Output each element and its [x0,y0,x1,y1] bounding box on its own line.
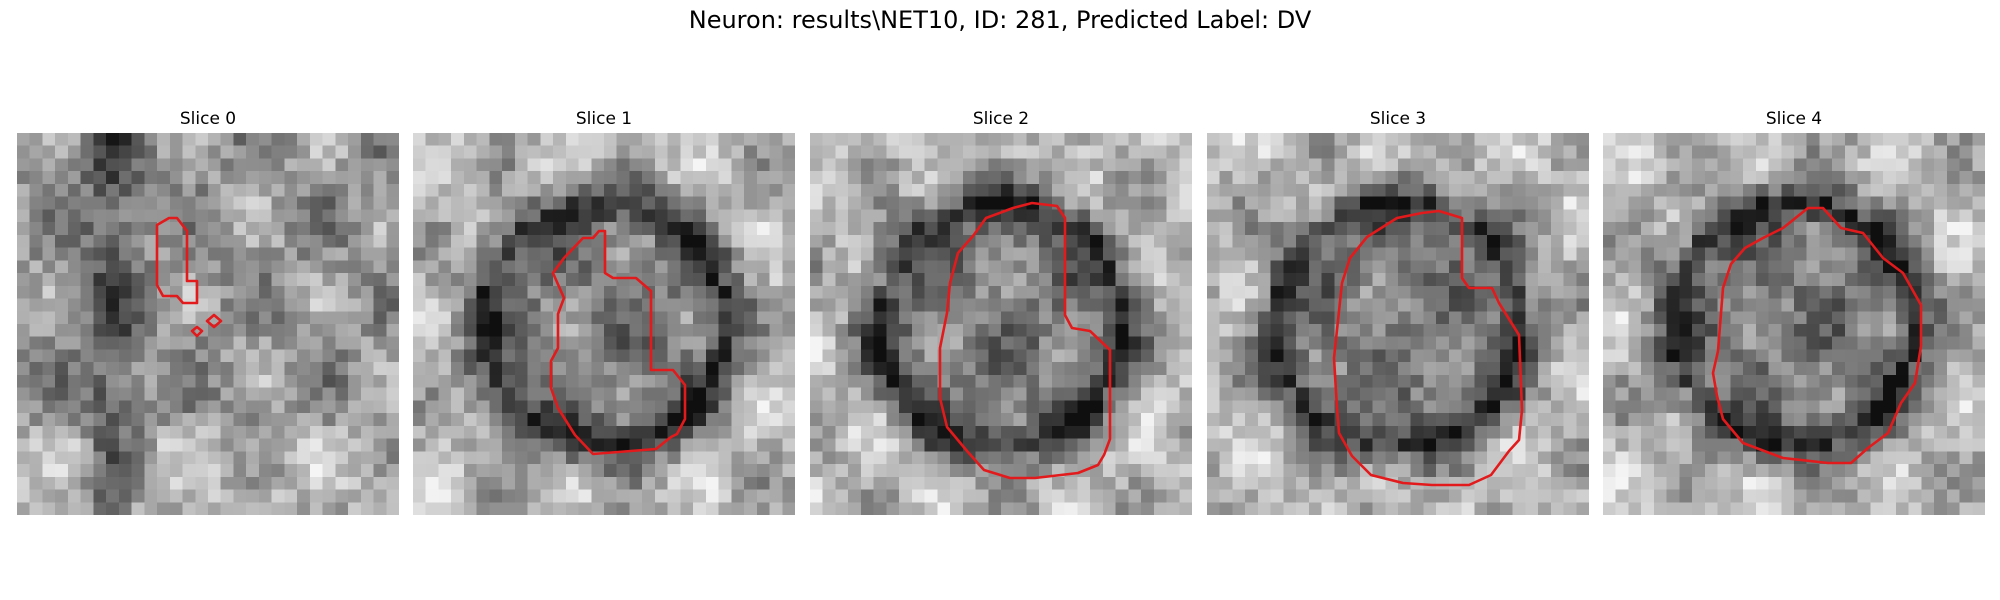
slice-panel-0 [17,133,399,515]
roi-contour-overlay [1603,133,1985,515]
slice-panel-2 [810,133,1192,515]
slice-panel-1 [413,133,795,515]
figure-title: Neuron: results\NET10, ID: 281, Predicte… [0,6,2000,34]
roi-contour-overlay [17,133,399,515]
roi-contour [207,315,221,327]
roi-contour-overlay [413,133,795,515]
roi-contour [940,203,1110,478]
roi-contour [1713,208,1921,463]
slice-title: Slice 2 [810,109,1192,129]
slice-panel-4 [1603,133,1985,515]
roi-contour-overlay [810,133,1192,515]
roi-contour [1334,211,1522,485]
roi-contour [157,218,197,303]
slice-title: Slice 1 [413,109,795,129]
slice-panel-3 [1207,133,1589,515]
slice-title: Slice 3 [1207,109,1589,129]
slice-title: Slice 0 [17,109,399,129]
roi-contour-overlay [1207,133,1589,515]
slice-title: Slice 4 [1603,109,1985,129]
roi-contour [192,327,202,336]
roi-contour [551,231,685,454]
